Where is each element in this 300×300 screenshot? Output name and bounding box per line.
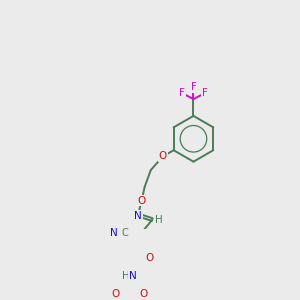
Text: F: F: [202, 88, 208, 98]
Text: H: H: [122, 271, 130, 281]
Text: H: H: [155, 214, 163, 225]
Text: O: O: [145, 253, 153, 263]
Text: O: O: [159, 151, 167, 161]
Text: F: F: [190, 82, 196, 92]
Text: N: N: [110, 228, 118, 239]
Text: O: O: [137, 196, 146, 206]
Text: O: O: [112, 290, 120, 299]
Text: C: C: [122, 228, 128, 239]
Text: O: O: [139, 290, 147, 299]
Text: N: N: [134, 211, 142, 221]
Text: N: N: [129, 271, 136, 281]
Text: F: F: [179, 88, 185, 98]
